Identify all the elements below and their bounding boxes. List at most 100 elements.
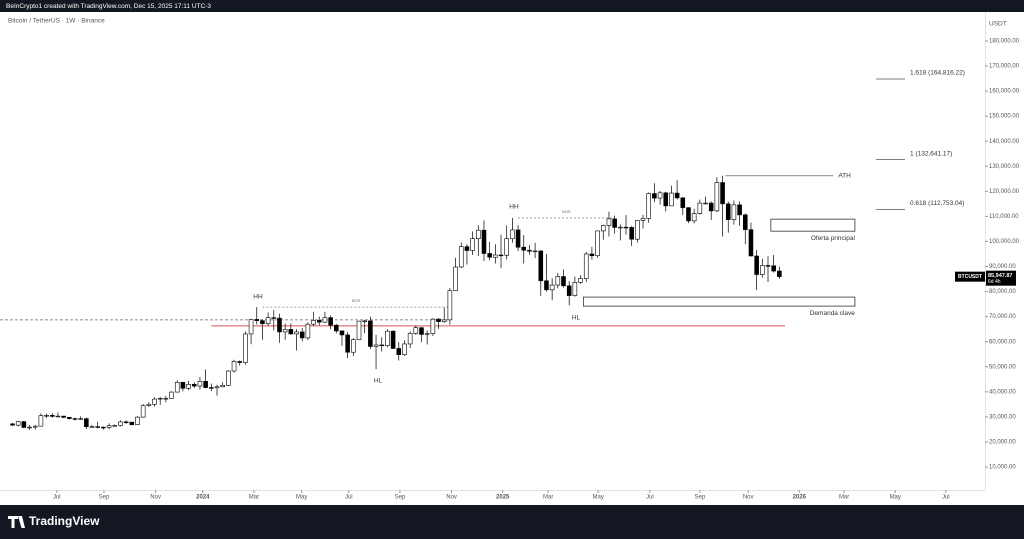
candle-body [180, 381, 186, 389]
candle-body [49, 415, 55, 417]
candle-body [362, 320, 367, 322]
x-tick-label: Sep [99, 495, 110, 501]
candle-body [214, 386, 220, 389]
y-tick-label: 50,000.00 [989, 364, 1016, 370]
y-tick-label: 130,000.00 [989, 164, 1020, 170]
y-tick-label: 70,000.00 [989, 314, 1016, 320]
x-tick-label: Nov [150, 495, 161, 501]
candle-body [481, 229, 487, 254]
candle-body [476, 229, 481, 239]
candle-body [237, 361, 243, 363]
candle-body [220, 384, 225, 388]
candle-body [430, 318, 436, 334]
x-tick-label: Mar [839, 495, 849, 501]
y-tick-label: 120,000.00 [989, 189, 1020, 195]
candle-body [339, 330, 345, 336]
candle-body [725, 203, 731, 220]
candle-body [84, 418, 89, 427]
y-tick-label: 110,000.00 [989, 214, 1019, 220]
candle-body [402, 343, 407, 356]
candle-body [129, 421, 135, 425]
candle-body [578, 278, 583, 283]
price-tag-bg [986, 270, 1016, 286]
zone [770, 218, 856, 232]
candle-body [436, 318, 441, 322]
x-tick-label: Sep [395, 495, 406, 501]
candle-body [333, 324, 339, 332]
y-tick-label: 180,000.00 [989, 39, 1020, 45]
candle-body [680, 197, 686, 208]
price-tag-countdown: 6d 4h [988, 279, 1001, 285]
candle-body [157, 398, 163, 400]
y-tick-label: 140,000.00 [989, 139, 1020, 145]
candle-body [123, 421, 129, 423]
candle-body [572, 282, 578, 296]
x-tick-label: 2024 [196, 495, 210, 501]
candle-body [521, 246, 527, 251]
logo [8, 516, 25, 528]
candle-body [674, 192, 680, 199]
candle-body [765, 265, 771, 267]
candle-body [316, 320, 322, 323]
candle-body [487, 253, 492, 258]
candle-body [691, 213, 697, 222]
annotation: HH [253, 294, 263, 301]
candle-body [38, 415, 44, 427]
candle-body [101, 426, 106, 429]
x-tick-label: Mar [249, 495, 259, 501]
candle-body [447, 290, 453, 321]
annotation: HL [572, 315, 581, 322]
candle-body [174, 381, 180, 393]
candle-body [118, 421, 123, 426]
candle-body [419, 327, 424, 335]
candle-body [742, 214, 748, 230]
candle-body [549, 284, 555, 291]
candle-body [532, 250, 538, 253]
zone [582, 296, 856, 307]
price-tag-value: 85,947.87 [988, 273, 1012, 279]
candle-body [197, 380, 203, 387]
candle-body [555, 276, 561, 286]
bos-label: BOS [562, 209, 571, 214]
x-tick-label: Jul [345, 495, 353, 501]
candle-body [305, 323, 311, 339]
price-tag-symbol: BTCUSDT [958, 274, 982, 280]
candle-body [345, 334, 350, 353]
candle-body [708, 202, 714, 212]
y-tick-label: 150,000.00 [989, 114, 1020, 120]
candle-body [379, 344, 385, 347]
candle-body [328, 317, 333, 326]
candle-body [623, 226, 629, 229]
candle-body [498, 254, 504, 257]
candle-body [322, 317, 328, 323]
candle-body [106, 425, 112, 428]
candle-body [226, 370, 231, 386]
candle-body [265, 317, 271, 324]
x-tick-label: May [296, 495, 307, 501]
candle-body [424, 333, 430, 335]
price-tag-symbol-bg [955, 271, 985, 282]
candle-body [441, 319, 447, 322]
x-tick-label: Nov [446, 495, 457, 501]
y-tick-label: 10,000.00 [989, 465, 1016, 471]
candle-body [470, 238, 475, 251]
candle-body [493, 254, 498, 258]
candle-body [288, 329, 294, 335]
candle-body [697, 202, 703, 214]
candle-body [646, 193, 652, 219]
y-tick-label: 80,000.00 [989, 289, 1016, 295]
chart-title: Bitcoin / TetherUS · 1W · Binance [8, 18, 105, 25]
candle-body [396, 348, 402, 356]
candle-body [657, 192, 663, 199]
candle-body [538, 250, 544, 282]
candle-body [640, 218, 646, 221]
x-tick-label: 2026 [793, 495, 807, 501]
x-tick-label: Jul [942, 495, 950, 501]
candle-body [311, 320, 316, 325]
x-tick-label: Mar [543, 495, 553, 501]
candle-body [368, 320, 373, 347]
caption: BeInCrypto1 created with TradingView.com… [6, 3, 211, 10]
candle-body [748, 229, 754, 257]
